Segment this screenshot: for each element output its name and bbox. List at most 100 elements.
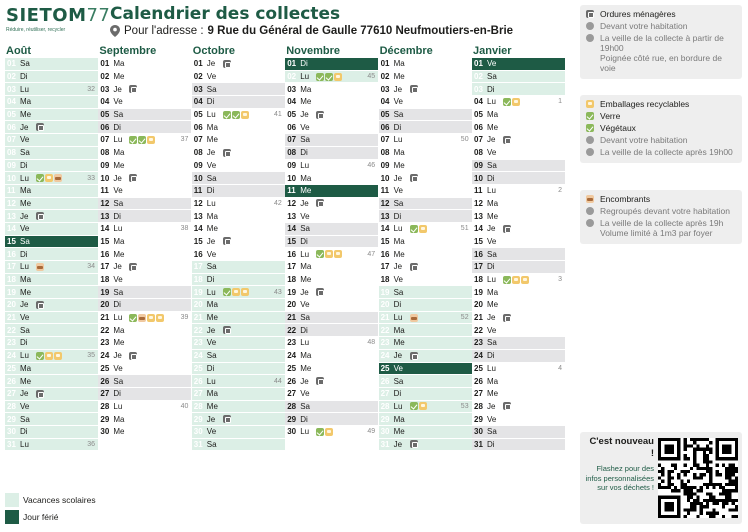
day-weekday: Sa [393, 287, 404, 297]
day-number: 05 [193, 110, 203, 120]
day-row: 17 Je [98, 261, 192, 274]
day-row: 09 Me [378, 160, 472, 173]
day-row: 27 Je [5, 387, 98, 401]
day-number: 30 [100, 427, 110, 437]
day-row: 09 Sa [472, 159, 565, 173]
grey-bin-icon [409, 174, 418, 183]
day-number: 21 [193, 313, 203, 323]
day-weekday: Di [487, 84, 495, 94]
day-row: 01 Ve [472, 58, 565, 71]
day-row: 14 Lu 51 [378, 223, 472, 236]
grey-bin-icon [503, 402, 511, 411]
day-weekday: Je [206, 236, 216, 246]
day-number: 23 [7, 338, 16, 348]
day-number: 22 [380, 325, 390, 335]
day-weekday: Sa [393, 198, 404, 208]
day-number: 21 [287, 313, 297, 323]
yellow-bin-icon [512, 97, 520, 106]
week-number: 47 [367, 250, 376, 258]
grey-bin-icon [316, 199, 325, 208]
day-number: 23 [380, 338, 390, 348]
day-number: 08 [380, 148, 390, 158]
day-number: 11 [7, 186, 16, 196]
collection-icons [129, 174, 138, 183]
day-number: 05 [380, 110, 390, 120]
day-row: 18 Ve [98, 274, 192, 287]
day-number: 01 [474, 59, 483, 69]
grey-bin-icon [36, 123, 44, 132]
day-weekday: Di [20, 160, 28, 170]
info-verre: Verre [600, 111, 621, 121]
day-row: 20 Ve [285, 299, 379, 312]
day-weekday: Lu [300, 338, 310, 348]
day-number: 02 [100, 72, 110, 82]
day-number: 28 [474, 401, 483, 411]
glass-bin-icon [316, 72, 325, 81]
day-number: 14 [380, 224, 390, 234]
day-number: 24 [380, 351, 390, 361]
day-row: 12 Me [5, 197, 98, 211]
day-weekday: Ma [113, 59, 125, 69]
day-weekday: Di [487, 262, 495, 272]
day-number: 09 [287, 160, 297, 170]
day-row: 05 Sa [98, 108, 192, 122]
day-row: 23 Me [98, 337, 192, 350]
day-row: 17 Di [472, 261, 565, 274]
day-number: 17 [7, 262, 16, 272]
month-name: Octobre [192, 45, 235, 57]
day-row: 21 Je [472, 312, 565, 325]
day-weekday: Lu [487, 363, 496, 373]
grey-bin-icon [129, 351, 138, 360]
day-number: 09 [474, 160, 483, 170]
day-weekday: Ve [206, 160, 217, 170]
collection-icons [36, 351, 62, 360]
day-weekday: Me [487, 300, 499, 310]
day-row: 17 Ma [285, 261, 379, 274]
collection-icons [129, 262, 138, 271]
day-number: 06 [193, 122, 203, 132]
day-number: 31 [7, 439, 16, 449]
day-weekday: Me [393, 72, 405, 82]
day-row: 07 Sa [285, 134, 379, 147]
day-number: 17 [193, 262, 203, 272]
collection-icons [222, 59, 231, 68]
day-weekday: Ve [113, 275, 123, 285]
day-number: 02 [193, 72, 203, 82]
collection-icons [222, 237, 231, 246]
day-number: 11 [380, 186, 390, 196]
day-row: 27 Me [472, 388, 565, 401]
day-row: 26 Ma [472, 375, 565, 388]
day-weekday: Sa [206, 262, 217, 272]
clock-icon [586, 148, 594, 156]
day-row: 19 Me [5, 286, 98, 300]
day-weekday: Ve [20, 401, 30, 411]
yellow-bin-icon [147, 313, 156, 322]
glass-bin-icon [36, 174, 44, 183]
day-weekday: Ma [393, 59, 405, 69]
day-weekday: Ve [113, 97, 123, 107]
grey-bin-icon [129, 174, 138, 183]
glass-bin-icon [325, 72, 334, 81]
qr-code[interactable] [658, 438, 738, 518]
day-weekday: Lu [393, 224, 403, 234]
collection-icons [316, 72, 343, 81]
legend-vacation-label: Vacances scolaires [23, 494, 96, 505]
day-weekday: Lu [487, 275, 496, 285]
yellow-bin-icon [240, 288, 249, 297]
grey-bin-icon [129, 262, 138, 271]
day-weekday: Di [487, 173, 495, 183]
collection-icons [316, 427, 334, 436]
day-row: 17 Sa [191, 261, 285, 274]
day-number: 10 [193, 173, 203, 183]
collection-icons [129, 313, 165, 322]
day-weekday: Lu [300, 160, 310, 170]
day-row: 22 Sa [5, 324, 98, 338]
day-row: 12 Je [285, 198, 379, 211]
day-weekday: Ma [393, 325, 405, 335]
day-number: 28 [100, 401, 110, 411]
day-weekday: Ma [300, 351, 312, 361]
day-weekday: Me [20, 376, 32, 386]
day-row: 28 Je [472, 401, 565, 414]
grey-bin-icon [316, 110, 325, 119]
day-row: 31 Lu 36 [5, 438, 98, 452]
